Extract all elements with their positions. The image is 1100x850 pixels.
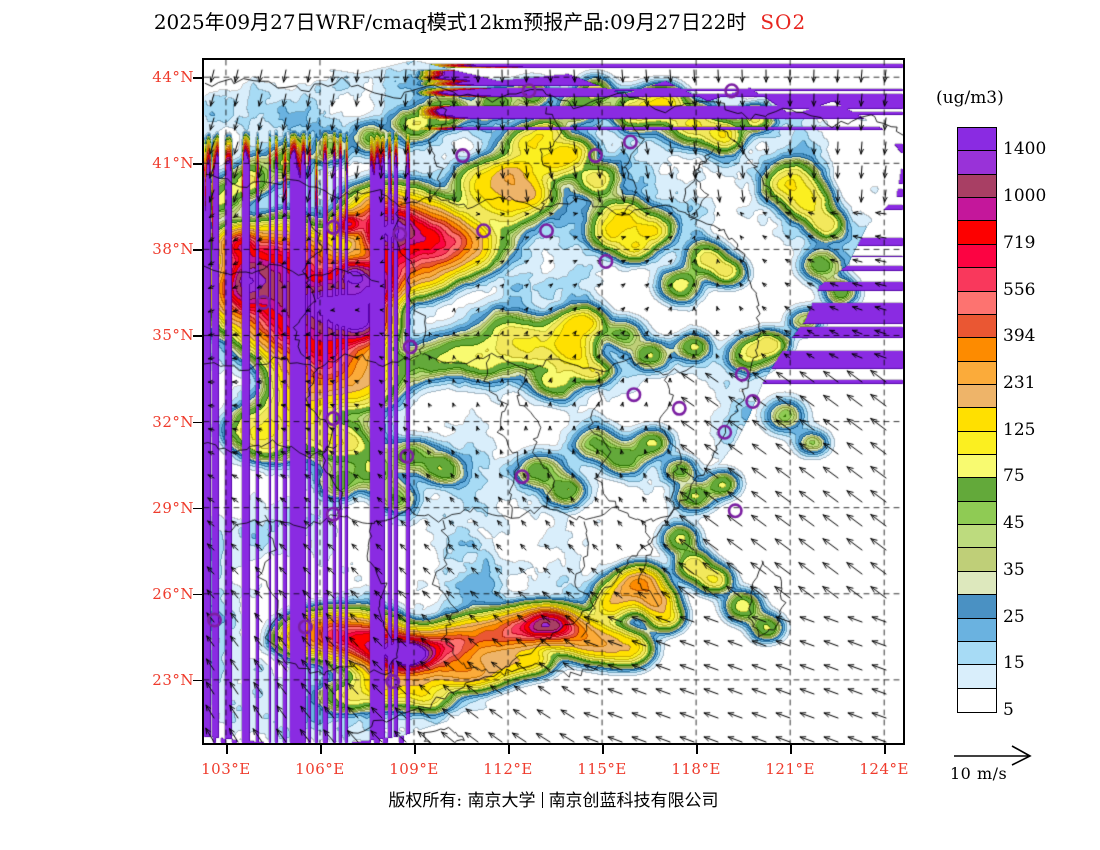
colorbar-segment [958, 571, 996, 596]
copyright-right: 南京创蓝科技有限公司 [548, 791, 719, 811]
colorbar-tick-label: 719 [1003, 232, 1036, 253]
colorbar-segment [958, 595, 996, 619]
colorbar-tick-label: 125 [1003, 419, 1036, 440]
colorbar-segment [958, 244, 996, 269]
colorbar-segment [958, 431, 996, 456]
lon-tick-label: 112°E [483, 760, 533, 778]
colorbar-segment [958, 128, 996, 152]
colorbar-tick-label: 15 [1003, 653, 1025, 674]
lat-tick-mark [193, 335, 202, 338]
lat-tick-mark [193, 163, 202, 165]
lat-tick-label: 23°N [152, 670, 194, 689]
colorbar-segment [958, 221, 996, 245]
lat-tick-label: 35°N [152, 326, 194, 345]
colorbar-segment [958, 151, 996, 175]
wind-scale-label: 10 m/s [950, 764, 1008, 783]
lon-tick-label: 103°E [201, 760, 251, 778]
lat-tick-label: 32°N [152, 412, 194, 431]
colorbar-segment [958, 455, 996, 479]
lat-tick-mark [193, 249, 202, 251]
colorbar-tick-label: 1400 [1003, 139, 1047, 160]
concentration-field-canvas [204, 60, 903, 743]
lon-tick-label: 121°E [765, 760, 815, 778]
lat-tick-label: 26°N [152, 584, 194, 603]
wind-arrow-icon [950, 744, 1090, 766]
lon-tick-mark [696, 745, 698, 754]
colorbar-tick-label: 231 [1003, 372, 1036, 393]
lon-tick-mark [602, 745, 604, 754]
lon-tick-mark [319, 745, 322, 754]
colorbar-segment [958, 478, 996, 502]
colorbar-tick-label: 394 [1003, 326, 1036, 347]
colorbar[interactable] [957, 127, 997, 713]
lat-tick-mark [193, 507, 202, 510]
latitude-axis: 44°N 41°N 38°N 35°N 32°N 29°N 26°N 23°N [122, 0, 194, 850]
colorbar-segment [958, 408, 996, 432]
colorbar-units: (ug/m3) [936, 88, 1004, 108]
lon-tick-mark [414, 745, 416, 754]
colorbar-segment [958, 291, 996, 315]
lon-tick-label: 115°E [577, 760, 627, 778]
colorbar-segment [958, 268, 996, 292]
colorbar-tick-label: 75 [1003, 466, 1025, 487]
lat-tick-label: 41°N [152, 154, 194, 173]
colorbar-segment [958, 338, 996, 362]
colorbar-segment [958, 384, 996, 409]
lon-tick-label: 124°E [859, 760, 909, 778]
copyright-left: 版权所有: 南京大学 [388, 791, 536, 811]
lon-tick-mark [790, 745, 792, 754]
colorbar-segment [958, 641, 996, 666]
lat-tick-mark [193, 593, 202, 596]
lon-tick-label: 118°E [671, 760, 721, 778]
colorbar-tick-label: 1000 [1003, 186, 1047, 207]
lon-tick-label: 106°E [295, 760, 345, 778]
lat-tick-label: 38°N [152, 240, 194, 259]
copyright-footer: 版权所有: 南京大学 南京创蓝科技有限公司 [202, 786, 905, 811]
title-text: 2025年09月27日WRF/cmaq模式12km预报产品:09月27日22时 [153, 10, 747, 34]
lon-tick-mark [225, 745, 228, 754]
colorbar-segment [958, 198, 996, 222]
lat-tick-label: 29°N [152, 498, 194, 517]
colorbar-segment [958, 548, 996, 572]
lat-tick-label: 44°N [152, 68, 194, 87]
colorbar-tick-label: 556 [1003, 279, 1036, 300]
lon-tick-label: 109°E [389, 760, 439, 778]
colorbar-segment [958, 618, 996, 642]
wind-scale-legend: 10 m/s [950, 744, 1090, 783]
lat-tick-mark [193, 679, 202, 682]
lon-tick-mark [508, 745, 510, 754]
colorbar-segment [958, 501, 996, 526]
colorbar-tick-label: 25 [1003, 606, 1025, 627]
colorbar-tick-label: 5 [1003, 700, 1014, 720]
colorbar-segment [958, 665, 996, 689]
lat-tick-mark [193, 77, 202, 79]
colorbar-tick-label: 45 [1003, 513, 1025, 534]
footer-divider [541, 792, 543, 808]
colorbar-segment [958, 361, 996, 385]
lat-tick-mark [193, 421, 202, 424]
forecast-map[interactable] [202, 58, 905, 745]
colorbar-labels: 1400 1000 719 556 394 231 125 75 45 35 25 15 5 [1003, 127, 1098, 719]
lon-tick-mark [884, 745, 886, 754]
colorbar-segment [958, 314, 996, 339]
colorbar-segment [958, 525, 996, 549]
colorbar-segment [958, 174, 996, 199]
colorbar-segment [958, 688, 996, 712]
species-label: SO2 [760, 10, 807, 34]
colorbar-tick-label: 35 [1003, 559, 1025, 580]
chart-title: 2025年09月27日WRF/cmaq模式12km预报产品:09月27日22时 S… [0, 6, 960, 35]
